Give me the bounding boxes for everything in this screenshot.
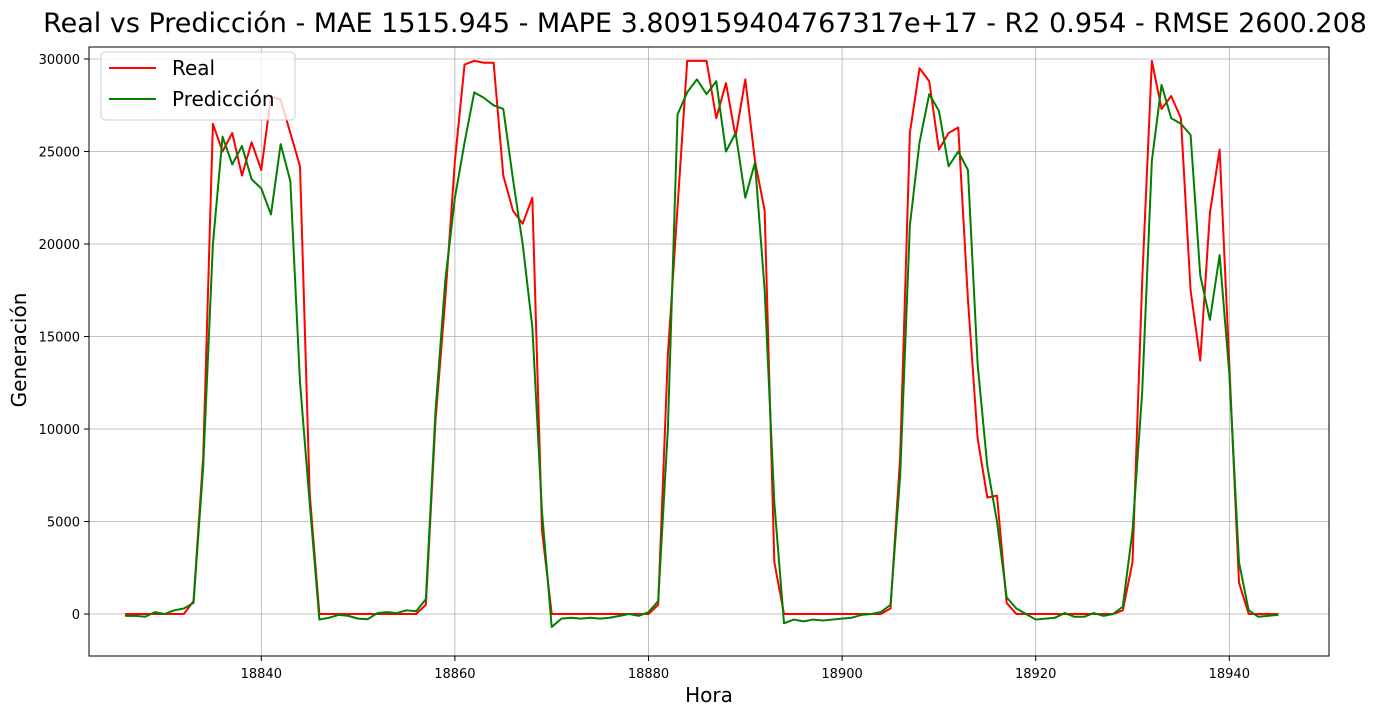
y-tick-label: 20000 — [39, 238, 80, 253]
y-axis-label: Generación — [7, 293, 31, 408]
legend-label-real: Real — [172, 56, 215, 80]
legend-label-prediccion: Predicción — [172, 87, 275, 111]
plot-frame — [88, 46, 1330, 657]
x-tick-label: 18920 — [1015, 667, 1056, 682]
series-lines — [124, 59, 1279, 628]
x-axis-ticks: 18840 18860 18880 18900 18920 18940 — [241, 656, 1250, 682]
x-tick-label: 18840 — [241, 667, 282, 682]
x-tick-label: 18860 — [434, 667, 475, 682]
chart-title: Real vs Predicción - MAE 1515.945 - MAPE… — [43, 8, 1367, 39]
y-tick-label: 5000 — [47, 516, 80, 531]
x-tick-label: 18880 — [628, 667, 669, 682]
y-axis-ticks: 0 5000 10000 15000 20000 25000 30000 — [39, 53, 89, 623]
y-tick-label: 0 — [72, 608, 80, 623]
x-axis-label: Hora — [685, 683, 733, 707]
y-tick-label: 25000 — [39, 146, 80, 161]
y-tick-label: 10000 — [39, 423, 80, 438]
legend: Real Predicción — [100, 51, 296, 121]
x-tick-label: 18900 — [821, 667, 862, 682]
x-tick-label: 18940 — [1209, 667, 1250, 682]
series-line-prediccion — [124, 78, 1279, 628]
y-tick-label: 15000 — [39, 331, 80, 346]
y-tick-label: 30000 — [39, 53, 80, 68]
